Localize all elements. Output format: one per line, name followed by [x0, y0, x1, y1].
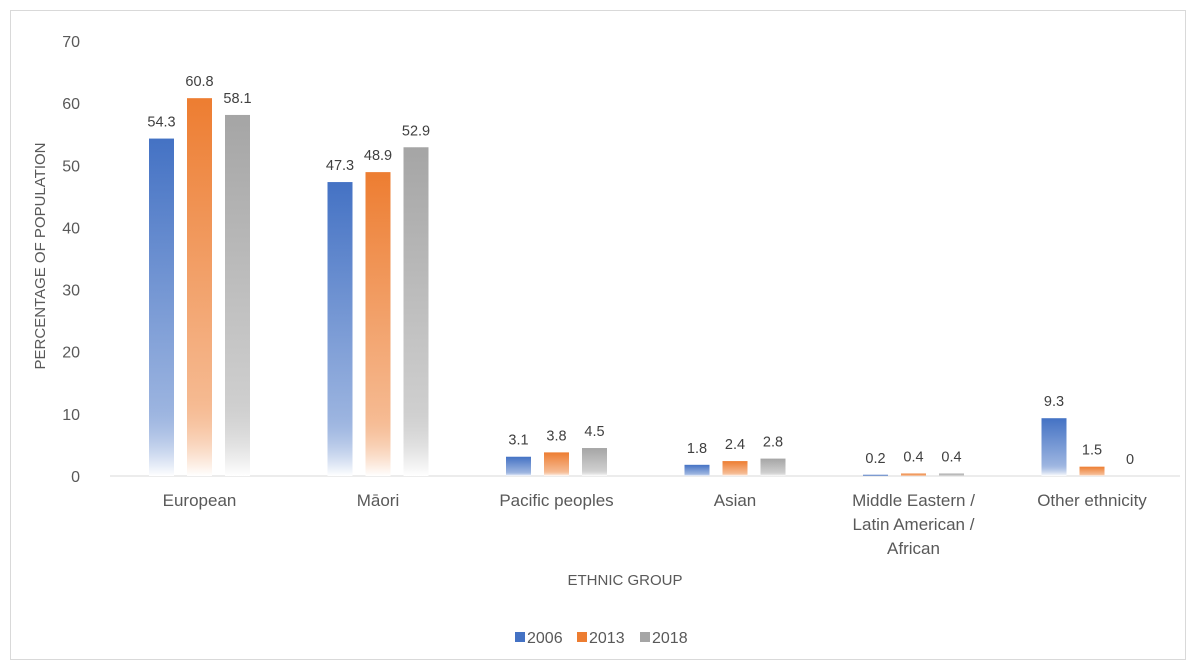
y-tick-label: 60: [62, 96, 80, 113]
legend: 2006 2013 2018: [515, 630, 688, 647]
y-tick-label: 40: [62, 220, 80, 237]
bar-2013: [544, 452, 569, 476]
bar-2018: [582, 448, 607, 476]
data-label: 2.4: [725, 437, 745, 453]
data-label: 52.9: [402, 123, 430, 139]
bar-2006: [863, 474, 888, 476]
legend-item-2013: 2013: [577, 630, 625, 647]
bar-2006: [327, 182, 353, 477]
data-label: 4.5: [584, 424, 604, 440]
data-label: 1.8: [687, 441, 707, 457]
data-label: 3.1: [508, 433, 528, 449]
y-tick-label: 70: [62, 34, 80, 51]
y-tick-label: 20: [62, 345, 80, 362]
bars: [149, 98, 1105, 477]
bar-2006: [149, 138, 174, 477]
x-category-label: African: [887, 539, 940, 558]
bar-2013: [365, 172, 391, 476]
bar-2013: [187, 98, 212, 477]
data-label: 9.3: [1044, 394, 1064, 410]
y-tick-label: 0: [71, 469, 80, 486]
bar-2018: [225, 114, 250, 476]
data-label: 0.4: [941, 450, 961, 466]
data-label: 0: [1126, 452, 1134, 468]
bar-2013: [1079, 466, 1105, 476]
x-category-label: Latin American /: [853, 515, 975, 534]
bar-2006: [506, 456, 531, 476]
y-tick-label: 50: [62, 158, 80, 175]
legend-item-2006: 2006: [515, 630, 563, 647]
data-label: 47.3: [326, 158, 354, 174]
x-category-label: Asian: [714, 491, 757, 510]
data-labels: 54.3 60.8 58.1 47.3 48.9 52.9 3.1 3.8 4.5 1.8 2.4 2…: [147, 74, 1134, 468]
data-label: 54.3: [147, 115, 175, 131]
x-category-label: European: [163, 491, 237, 510]
bar-2018: [760, 458, 786, 476]
y-axis-ticks: 0 10 20 30 40 50 60 70: [62, 34, 80, 486]
legend-swatch: [577, 632, 587, 642]
bar-2013: [901, 473, 926, 476]
bar-2006: [1041, 418, 1067, 476]
bar-2018: [939, 473, 964, 476]
data-label: 58.1: [223, 91, 251, 107]
data-label: 48.9: [364, 148, 392, 164]
legend-item-2018: 2018: [640, 630, 688, 647]
data-label: 1.5: [1082, 443, 1102, 459]
legend-label: 2018: [652, 630, 688, 647]
x-axis-title: ETHNIC GROUP: [567, 572, 682, 589]
x-category-label: Middle Eastern /: [852, 491, 975, 510]
data-label: 60.8: [185, 74, 213, 90]
bar-2013: [722, 461, 748, 476]
legend-swatch: [640, 632, 650, 642]
legend-swatch: [515, 632, 525, 642]
x-category-label: Māori: [357, 491, 400, 510]
data-label: 0.4: [903, 450, 923, 466]
legend-label: 2013: [589, 630, 625, 647]
bar-2006: [684, 464, 710, 476]
y-tick-label: 30: [62, 283, 80, 300]
x-axis-categories: European Māori Pacific peoples Asian Middle …: [163, 491, 1148, 558]
data-label: 3.8: [546, 428, 566, 444]
x-category-label: Pacific peoples: [499, 491, 613, 510]
legend-label: 2006: [527, 630, 563, 647]
y-axis-title: PERCENTAGE OF POPULATION: [32, 143, 49, 370]
x-category-label: Other ethnicity: [1037, 491, 1147, 510]
y-tick-label: 10: [62, 407, 80, 424]
data-label: 0.2: [865, 451, 885, 467]
data-label: 2.8: [763, 435, 783, 451]
bar-2018: [403, 147, 429, 476]
